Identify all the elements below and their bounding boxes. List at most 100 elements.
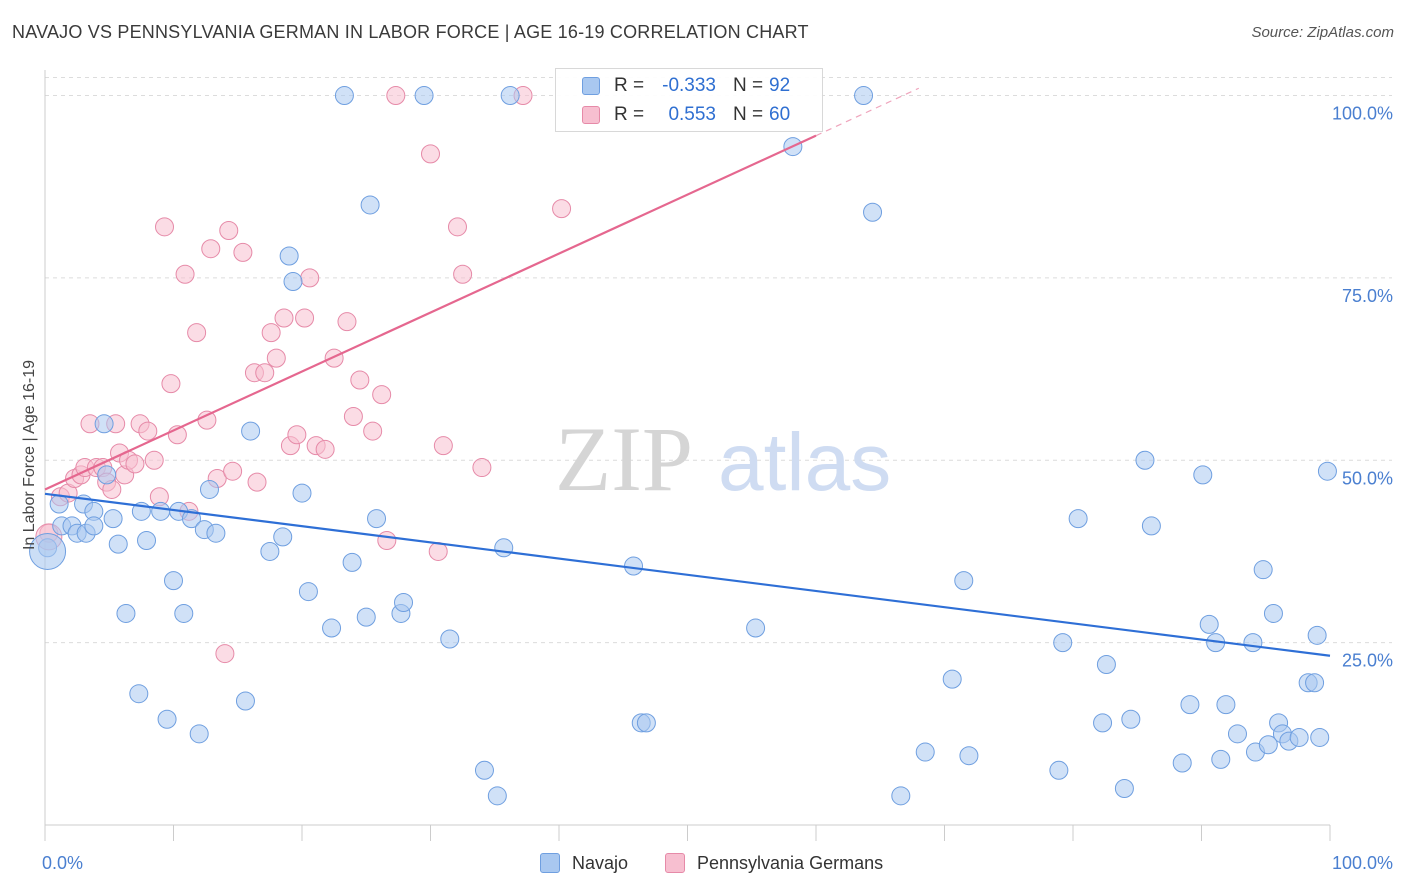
pa-point <box>197 410 217 430</box>
navajo-point <box>854 86 874 106</box>
navajo-point <box>1121 709 1141 729</box>
navajo-point <box>1310 727 1330 747</box>
navajo-point <box>298 582 318 602</box>
navajo-point <box>235 691 255 711</box>
legend: R = -0.333 N = 92 R = 0.553 N = 60 <box>555 68 823 132</box>
navajo-point <box>636 713 656 733</box>
navajo-point <box>206 523 226 543</box>
pa-point <box>266 348 286 368</box>
tick-labels: 25.0% 50.0% 75.0% 100.0% 0.0% 100.0% <box>42 104 1393 873</box>
navajo-point <box>334 86 354 106</box>
navajo-point <box>189 724 209 744</box>
pa-point <box>315 439 335 459</box>
navajo-point <box>1307 625 1327 645</box>
navajo-point <box>959 746 979 766</box>
chart-title: NAVAJO VS PENNSYLVANIA GERMAN IN LABOR F… <box>12 22 809 42</box>
legend-swatch-navajo <box>582 77 600 95</box>
navajo-point <box>915 742 935 762</box>
pa-point <box>247 472 267 492</box>
navajo-point <box>181 509 201 529</box>
y-tick-label: 75.0% <box>1342 286 1393 306</box>
navajo-point <box>746 618 766 638</box>
navajo-point <box>279 246 299 266</box>
legend-r-value: -0.333 <box>662 75 716 96</box>
navajo-point <box>487 786 507 806</box>
navajo-point <box>174 603 194 623</box>
pa-point <box>161 374 181 394</box>
navajo-point <box>116 603 136 623</box>
watermark: ZIP atlas <box>555 408 891 510</box>
pa-point <box>261 323 281 343</box>
navajo-point <box>1068 509 1088 529</box>
pa-point <box>274 308 294 328</box>
source-label: Source: ZipAtlas.com <box>1251 24 1394 41</box>
navajo-point <box>891 786 911 806</box>
pa-point <box>433 436 453 456</box>
grid-lines <box>45 77 1392 644</box>
trend-lines <box>44 87 1331 657</box>
pa-point <box>472 458 492 478</box>
axes <box>44 70 1331 841</box>
pa-point <box>125 454 145 474</box>
pa-point <box>372 385 392 405</box>
navajo-point <box>360 195 380 215</box>
pa-point <box>287 425 307 445</box>
pennsylvania-germans-points <box>35 86 572 664</box>
navajo-point <box>500 86 520 106</box>
navajo-point <box>1114 779 1134 799</box>
navajo-point <box>1049 760 1069 780</box>
navajo-point <box>157 709 177 729</box>
watermark-zip: ZIP <box>555 408 693 510</box>
navajo-point <box>164 571 183 591</box>
navajo-point <box>97 465 117 485</box>
bottom-legend-swatch-navajo <box>540 853 560 873</box>
pa-point <box>138 421 158 441</box>
navajo-point <box>84 516 104 536</box>
pa-point <box>300 268 320 288</box>
navajo-point <box>283 272 303 292</box>
pa-point <box>552 199 572 219</box>
navajo-point <box>1227 724 1247 744</box>
pa-point <box>350 370 370 390</box>
navajo-point <box>103 509 123 529</box>
navajo-point <box>474 760 494 780</box>
navajo-point <box>1172 753 1192 773</box>
legend-row-navajo: R = -0.333 N = 92 <box>556 71 822 101</box>
navajo-point <box>108 534 128 554</box>
navajo-point <box>1096 655 1116 675</box>
navajo-point <box>863 202 883 222</box>
legend-r-label: R = <box>614 75 645 96</box>
navajo-point <box>1193 465 1213 485</box>
navajo-point <box>1253 560 1273 580</box>
pa-point <box>377 531 397 551</box>
pa-point <box>343 406 363 426</box>
navajo-point <box>342 552 362 572</box>
navajo-point <box>1199 614 1219 634</box>
pa-trend-line <box>44 134 817 491</box>
pa-point <box>175 264 195 284</box>
navajo-point <box>624 556 644 576</box>
legend-swatch-pa <box>582 106 600 124</box>
navajo-point <box>1243 633 1263 653</box>
navajo-point <box>29 532 67 570</box>
watermark-atlas: atlas <box>718 417 891 508</box>
navajo-point <box>1135 450 1155 470</box>
pa-point <box>219 220 239 240</box>
navajo-point <box>1180 695 1200 715</box>
navajo-point <box>1093 713 1113 733</box>
pa-point <box>295 308 315 328</box>
bottom-legend-label-pa: Pennsylvania Germans <box>697 853 884 873</box>
x-tick-label: 0.0% <box>42 853 83 873</box>
navajo-point <box>137 531 157 551</box>
bottom-legend-swatch-pa <box>665 853 685 873</box>
navajo-point <box>129 684 149 704</box>
pa-point <box>453 264 473 284</box>
pa-point <box>144 450 164 470</box>
x-tick-label: 100.0% <box>1332 853 1393 873</box>
navajo-point <box>942 669 962 689</box>
navajo-point <box>1263 603 1283 623</box>
navajo-point <box>1305 673 1325 693</box>
pa-point <box>363 421 383 441</box>
navajo-point <box>1141 516 1161 536</box>
navajo-point <box>1289 727 1309 747</box>
